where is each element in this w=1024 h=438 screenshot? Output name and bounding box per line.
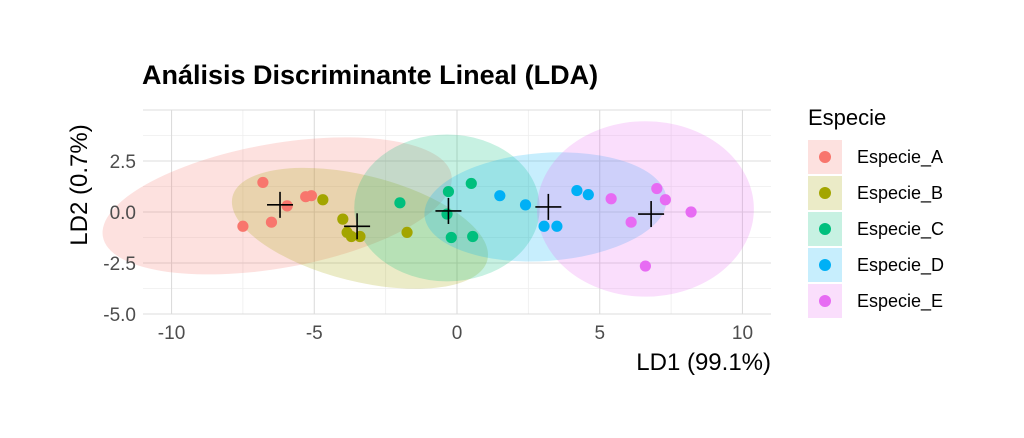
- ellipse-especie-c: [354, 134, 540, 282]
- point-especie-e: [625, 216, 637, 228]
- point-especie-e: [605, 193, 617, 205]
- legend-label: Especie_B: [857, 183, 943, 204]
- point-especie-a: [305, 190, 318, 202]
- centroid-especie-a: [267, 191, 294, 218]
- legend-item-especie-a: Especie_A: [808, 140, 943, 174]
- x-tick-label: 10: [732, 323, 753, 344]
- legend-label: Especie_E: [857, 291, 943, 312]
- point-especie-d: [494, 190, 506, 202]
- y-tick-label: -2.5: [103, 254, 136, 275]
- legend-item-especie-d: Especie_D: [808, 248, 944, 282]
- point-especie-c: [467, 230, 479, 243]
- legend-label: Especie_A: [857, 147, 943, 168]
- y-tick-label: 2.5: [110, 152, 136, 173]
- point-especie-e: [639, 260, 652, 272]
- ellipse-especie-b: [231, 167, 488, 289]
- point-especie-a: [281, 200, 293, 212]
- point-especie-b: [317, 194, 329, 206]
- point-especie-d: [551, 220, 563, 232]
- point-especie-b: [401, 226, 413, 238]
- centroid-especie-e: [638, 201, 665, 228]
- x-tick-label: 5: [594, 323, 605, 344]
- x-axis-title: LD1 (99.1%): [636, 349, 771, 376]
- centroid-especie-b: [344, 213, 371, 240]
- point-especie-c: [394, 197, 406, 209]
- legend-item-especie-b: Especie_B: [808, 176, 943, 210]
- centroid-especie-c: [435, 197, 462, 224]
- y-axis-title: LD2 (0.7%): [66, 124, 93, 245]
- point-especie-d: [571, 184, 583, 197]
- point-especie-d: [519, 199, 532, 211]
- y-tick-label: -5.0: [103, 305, 136, 326]
- point-especie-c: [442, 186, 455, 198]
- point-especie-c: [445, 231, 457, 244]
- point-especie-b: [354, 230, 366, 243]
- point-especie-a: [257, 176, 269, 189]
- centroid-especie-d: [535, 193, 562, 220]
- ticks-layer: -10 -5 0 5 10 -5.0 -2.5 0.0 2.5: [103, 152, 753, 344]
- point-especie-d: [538, 220, 550, 232]
- point-especie-e: [659, 194, 671, 206]
- ellipse-especie-e: [536, 121, 754, 297]
- point-especie-c: [441, 208, 453, 220]
- point-especie-c: [465, 177, 477, 190]
- point-especie-a: [265, 216, 278, 228]
- point-especie-b: [345, 230, 357, 243]
- chart-title: Análisis Discriminante Lineal (LDA): [142, 60, 598, 90]
- point-especie-e: [651, 182, 663, 195]
- grid: [143, 109, 771, 315]
- point-especie-d: [582, 189, 594, 201]
- legend-item-especie-c: Especie_C: [808, 212, 944, 246]
- legend-item-especie-e: Especie_E: [808, 284, 943, 318]
- point-especie-a: [237, 220, 249, 232]
- point-especie-e: [685, 206, 697, 218]
- ellipses-layer: [102, 121, 754, 297]
- y-tick-label: 0.0: [110, 203, 136, 224]
- centroids-layer: [267, 191, 665, 240]
- point-especie-b: [337, 213, 349, 225]
- legend-label: Especie_C: [857, 219, 944, 240]
- legend-title: Especie: [808, 105, 886, 130]
- x-tick-label: -10: [158, 323, 185, 344]
- legend: Especie Especie_A Especie_B Especie_C Espec…: [808, 105, 944, 318]
- x-tick-label: -5: [306, 323, 323, 344]
- ellipse-especie-a: [102, 137, 452, 275]
- x-tick-label: 0: [452, 323, 463, 344]
- legend-label: Especie_D: [857, 255, 944, 276]
